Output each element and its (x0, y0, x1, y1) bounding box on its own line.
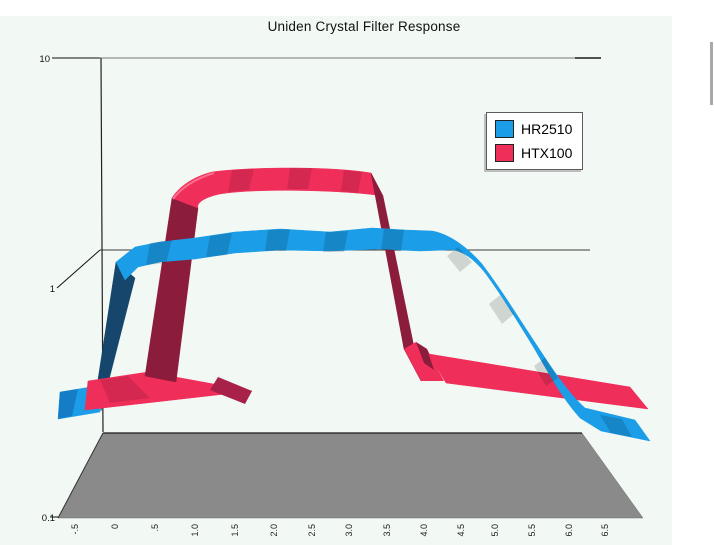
x-tick-label: 1.5 (230, 524, 240, 537)
y-axis-labels: 10 1 0.1 (39, 54, 55, 524)
htx100-ripple-shadow (416, 342, 434, 370)
hr2510-passband-and-skirt (115, 227, 651, 442)
chart-floor (57, 432, 644, 519)
x-tick-label: 3.0 (344, 524, 354, 537)
hr2510-ribbon-front (115, 227, 651, 442)
x-tick-label: 3.5 (382, 524, 392, 537)
x-tick-label: -.5 (70, 524, 80, 535)
legend-swatch-hr2510 (495, 120, 514, 138)
x-tick-label: 2.5 (307, 524, 317, 537)
wall-and-axes (50, 57, 644, 519)
y-tick-line-1 (56, 249, 101, 289)
legend-label: HR2510 (521, 121, 573, 137)
chart-title: Uniden Crystal Filter Response (267, 19, 461, 34)
htx100-plateau-highlight (172, 172, 215, 200)
floor-left-edge (57, 432, 104, 519)
hr2510-ribbon-back (57, 261, 136, 420)
legend-swatch-htx100 (495, 144, 514, 162)
y-label-10: 10 (39, 54, 50, 65)
x-tick-label: 0 (110, 524, 120, 529)
x-tick-label: 2.0 (269, 524, 279, 537)
x-tick-label: .5 (150, 524, 160, 532)
x-tick-label: 1.0 (190, 524, 200, 537)
hr2510-left-tail-facet (58, 389, 78, 419)
scrollbar-thumb[interactable] (710, 42, 713, 105)
x-axis-labels: -.5 0 .5 1.0 1.5 2.0 2.5 3.0 3.5 4.0 4.5 5.0 5.5 6.0 6… (70, 524, 610, 537)
x-tick-label: 6.0 (564, 524, 574, 537)
x-tick-label: 4.0 (419, 524, 429, 537)
y-label-0-1: 0.1 (42, 513, 55, 524)
htx100-ribbon (84, 167, 649, 411)
x-tick-label: 6.5 (600, 524, 610, 537)
htx100-right-floor-strip (428, 353, 649, 410)
htx100-rising-edge (144, 197, 199, 383)
htx100-left-near-edge (210, 377, 252, 404)
legend-item-htx100: HTX100 (495, 144, 572, 162)
legend-item-hr2510: HR2510 (495, 120, 572, 138)
chart-legend: HR2510 HTX100 (486, 112, 584, 170)
x-tick-label: 4.5 (456, 524, 466, 537)
x-tick-label: 5.0 (490, 524, 500, 537)
y-label-1: 1 (50, 284, 55, 295)
x-tick-label: 5.5 (527, 524, 537, 537)
legend-label: HTX100 (521, 145, 573, 161)
